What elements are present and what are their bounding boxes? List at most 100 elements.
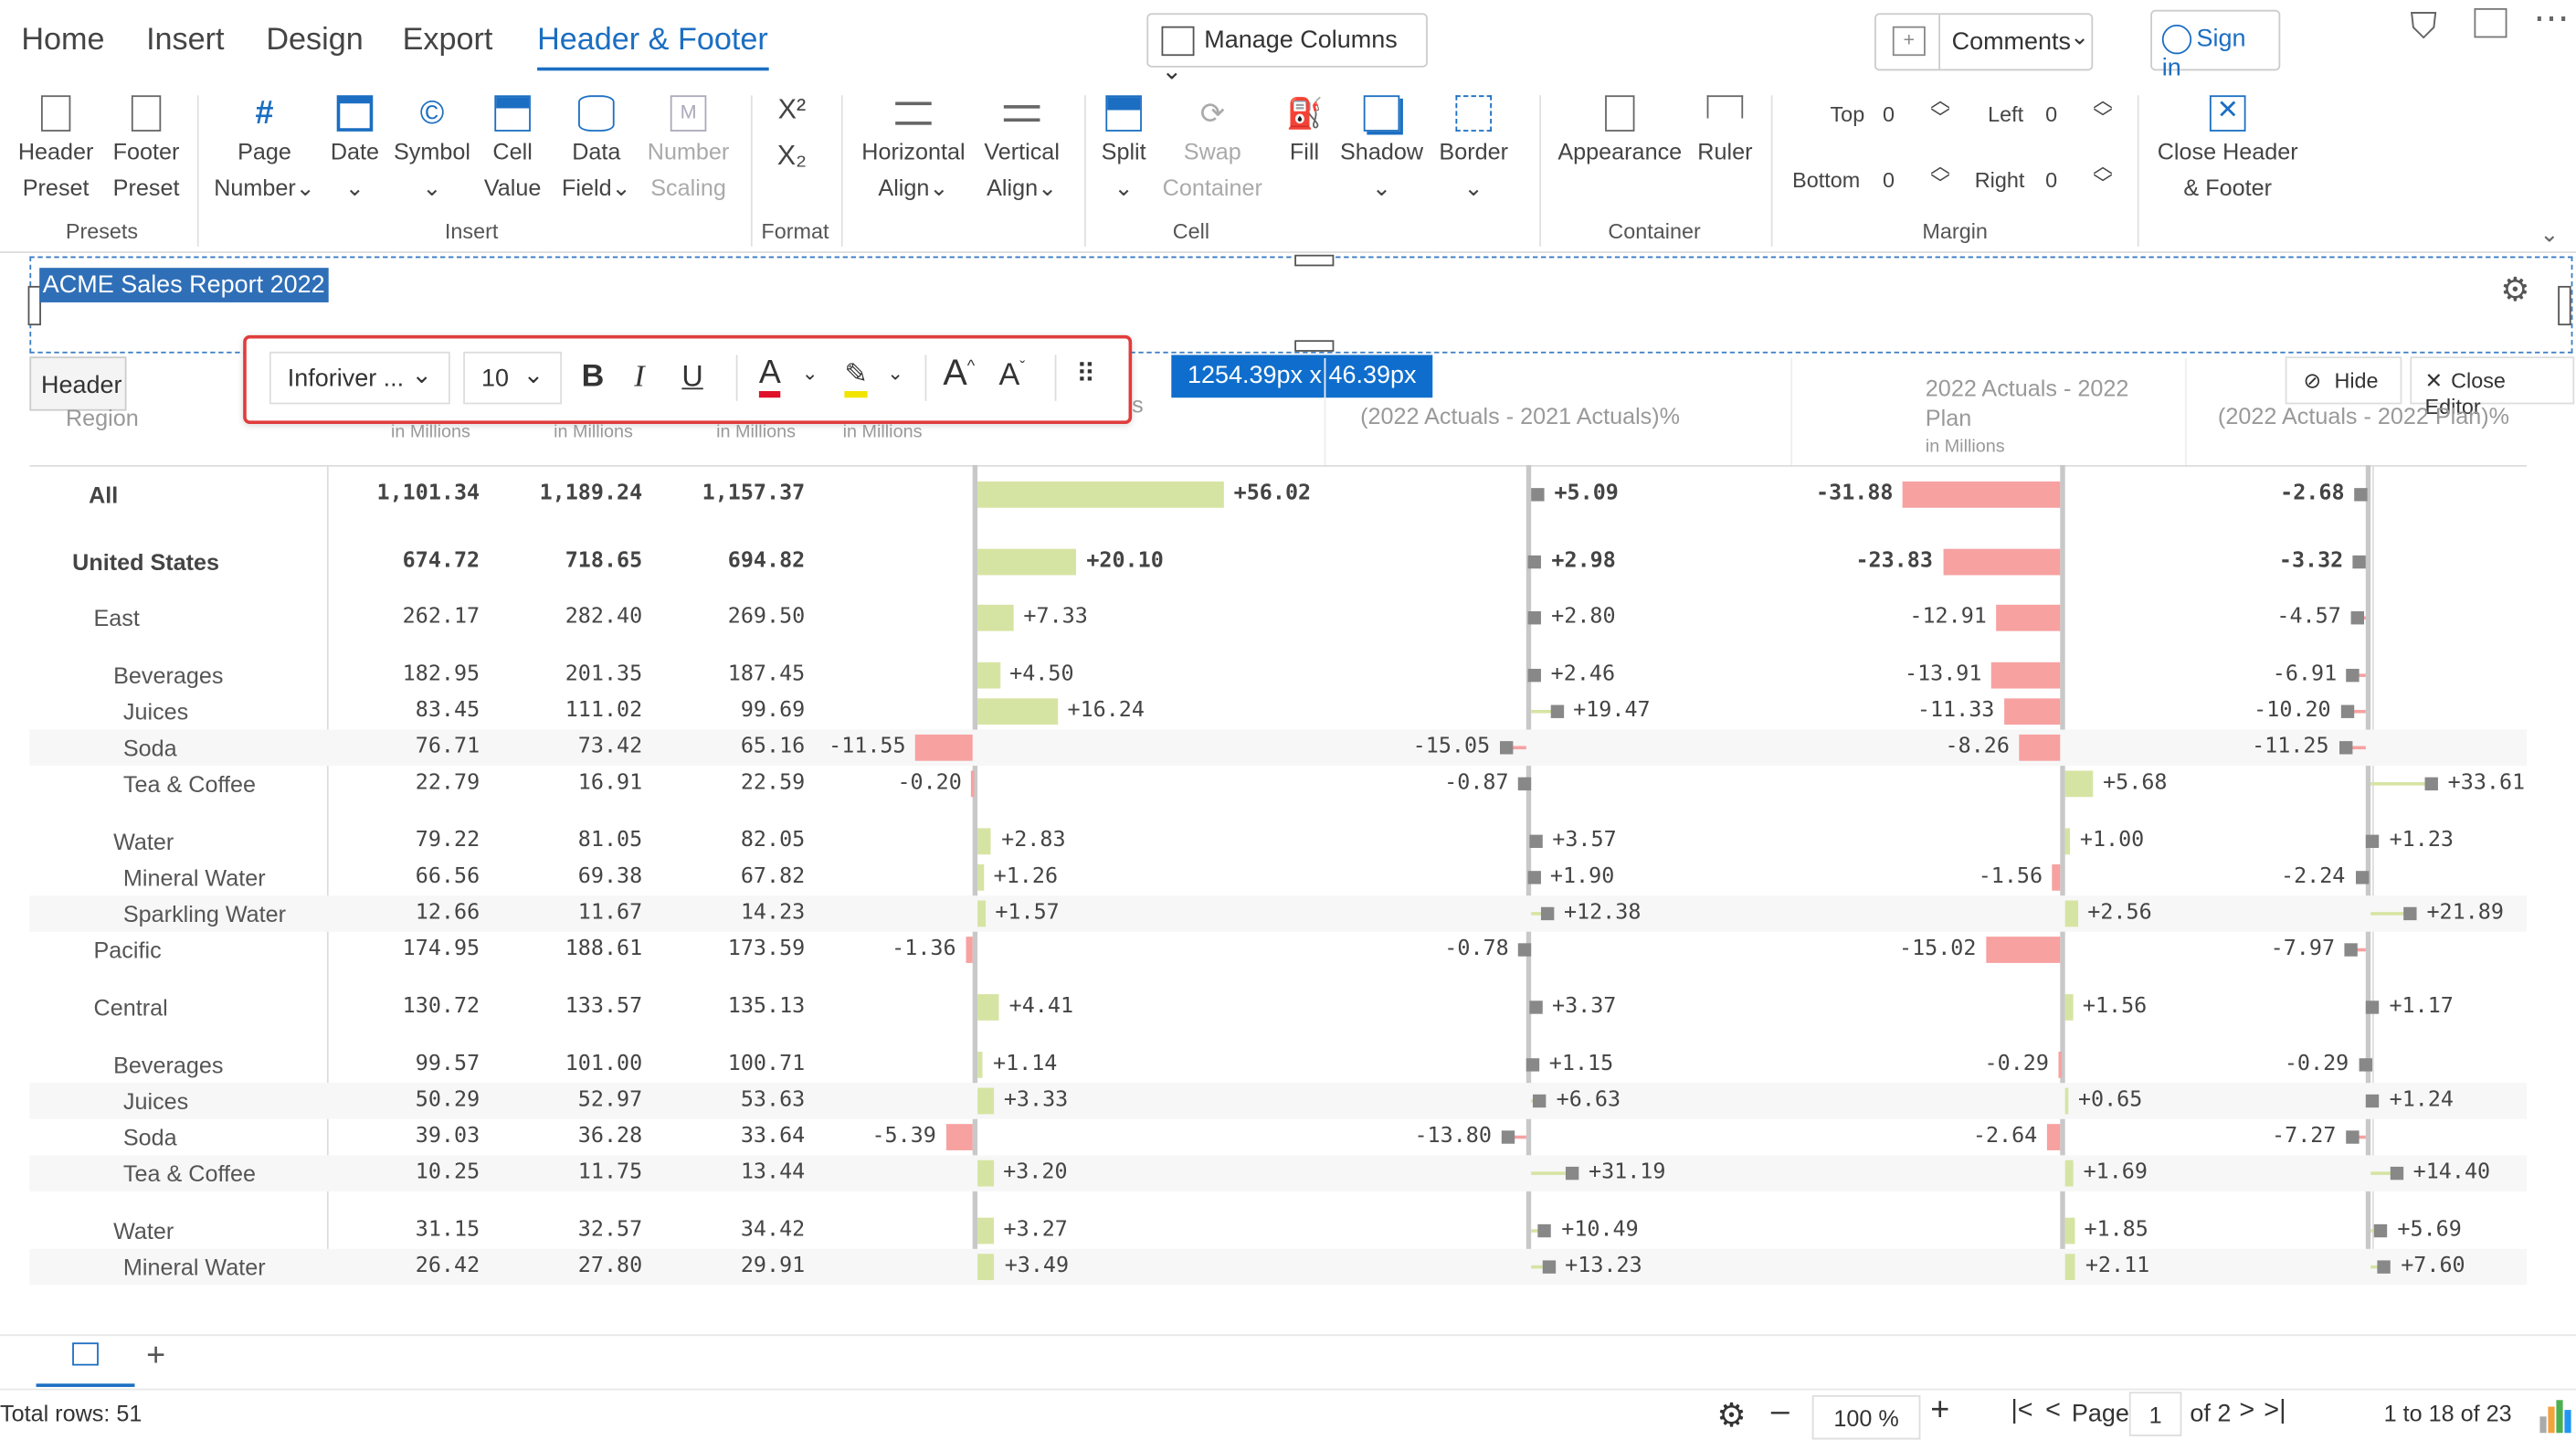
value-cell[interactable]: 1,189.24: [539, 481, 643, 506]
data-field-button[interactable]: Data Field⌄: [554, 95, 639, 205]
value-cell[interactable]: 22.79: [415, 770, 480, 796]
table-row[interactable]: All 1,101.34 1,189.24 1,157.37: [29, 477, 2527, 514]
horizontal-align-button[interactable]: Horizontal Align⌄: [854, 95, 972, 205]
value-cell[interactable]: 262.17: [402, 604, 480, 630]
swap-container-button[interactable]: ⟳ Swap Container: [1162, 97, 1262, 201]
manage-columns-button[interactable]: Manage Columns ⌄: [1146, 13, 1428, 86]
shadow-button[interactable]: Shadow ⌄: [1337, 95, 1426, 205]
value-cell[interactable]: 135.13: [727, 994, 806, 1020]
hide-button[interactable]: ⊘ Hide: [2285, 356, 2402, 405]
value-cell[interactable]: 83.45: [415, 698, 480, 724]
table-row[interactable]: Water 79.22 81.05 82.05: [29, 823, 2527, 860]
value-cell[interactable]: 694.82: [727, 548, 806, 574]
value-cell[interactable]: 26.42: [415, 1254, 480, 1279]
fill-button[interactable]: ⛽ Fill: [1286, 97, 1324, 164]
gear-icon[interactable]: ⚙: [2500, 272, 2530, 310]
menu-header-footer[interactable]: Header & Footer: [537, 23, 768, 58]
table-row[interactable]: Pacific 174.95 188.61 173.59: [29, 932, 2527, 969]
row-label[interactable]: Soda: [122, 1124, 177, 1150]
table-row[interactable]: Water 31.15 32.57 34.42: [29, 1212, 2527, 1249]
value-cell[interactable]: 16.91: [577, 770, 643, 796]
row-label[interactable]: Tea & Coffee: [122, 770, 256, 798]
table-row[interactable]: Soda 76.71 73.42 65.16: [29, 729, 2528, 767]
row-label[interactable]: Mineral Water: [122, 863, 266, 891]
split-button[interactable]: Split ⌄: [1094, 95, 1154, 205]
value-cell[interactable]: 11.67: [577, 900, 643, 926]
chevron-down-icon[interactable]: ⌄: [801, 361, 818, 385]
footer-preset-button[interactable]: Footer Preset: [103, 95, 189, 205]
zoom-input[interactable]: 100 %: [1811, 1394, 1921, 1440]
font-size-select[interactable]: 10 ⌄: [463, 351, 563, 405]
value-cell[interactable]: 101.00: [565, 1052, 643, 1076]
value-cell[interactable]: 67.82: [740, 863, 806, 889]
table-row[interactable]: Tea & Coffee 10.25 11.75 13.44: [29, 1155, 2528, 1191]
row-label[interactable]: Beverages: [113, 662, 224, 689]
highlight-color-button[interactable]: ✎: [844, 358, 869, 398]
resize-handle[interactable]: [1294, 340, 1335, 352]
value-cell[interactable]: 12.66: [415, 900, 480, 926]
appearance-button[interactable]: Appearance: [1551, 95, 1689, 169]
subscript-button[interactable]: X₂: [776, 139, 807, 172]
value-cell[interactable]: 31.15: [415, 1217, 480, 1243]
row-label[interactable]: Pacific: [93, 937, 162, 963]
table-row[interactable]: Sparkling Water 12.66 11.67 14.23: [29, 895, 2528, 932]
value-cell[interactable]: 1,157.37: [702, 481, 806, 506]
table-row[interactable]: Soda 39.03 36.28 33.64: [29, 1119, 2527, 1156]
sign-in-button[interactable]: Sign in: [2150, 9, 2281, 82]
value-cell[interactable]: 81.05: [577, 828, 643, 853]
value-cell[interactable]: 11.75: [577, 1159, 643, 1185]
add-sheet-button[interactable]: +: [146, 1337, 166, 1374]
menu-export[interactable]: Export: [402, 23, 493, 58]
row-label[interactable]: Tea & Coffee: [122, 1159, 256, 1187]
row-label[interactable]: East: [93, 604, 140, 631]
value-cell[interactable]: 188.61: [565, 937, 643, 962]
table-row[interactable]: Juices 50.29 52.97 53.63: [29, 1083, 2528, 1119]
margin-top-stepper[interactable]: ︿ ﹀: [1930, 89, 1950, 131]
underline-button[interactable]: U: [681, 359, 703, 393]
table-row[interactable]: Tea & Coffee 22.79 16.91 22.59: [29, 766, 2527, 802]
value-cell[interactable]: 52.97: [577, 1087, 643, 1113]
margin-left-stepper[interactable]: ︿ ﹀: [2093, 89, 2113, 131]
value-cell[interactable]: 36.28: [577, 1124, 643, 1149]
close-header-footer-button[interactable]: ✕ Close Header & Footer: [2157, 95, 2298, 201]
border-button[interactable]: Border ⌄: [1432, 95, 1515, 205]
row-label[interactable]: Juices: [122, 1087, 189, 1115]
row-label[interactable]: Mineral Water: [122, 1254, 266, 1281]
expand-icon[interactable]: [2474, 7, 2507, 38]
value-cell[interactable]: 100.71: [727, 1052, 806, 1076]
row-label[interactable]: Beverages: [113, 1052, 224, 1078]
table-row[interactable]: Mineral Water 66.56 69.38 67.82: [29, 860, 2527, 896]
sheet-tab[interactable]: [36, 1334, 135, 1387]
value-cell[interactable]: 73.42: [577, 734, 643, 759]
next-page-button[interactable]: >: [2239, 1396, 2255, 1425]
row-label[interactable]: Water: [113, 828, 174, 855]
page-number-button[interactable]: # Page Number⌄: [214, 95, 315, 201]
header-preset-button[interactable]: Header Preset: [13, 95, 99, 205]
margin-bottom-stepper[interactable]: ︿ ﹀: [1930, 154, 1950, 196]
drag-handle-icon[interactable]: ⠿: [1075, 361, 1095, 390]
value-cell[interactable]: 111.02: [565, 698, 643, 724]
zoom-in-button[interactable]: +: [1930, 1392, 1950, 1428]
value-cell[interactable]: 13.44: [740, 1159, 806, 1185]
value-cell[interactable]: 99.69: [740, 698, 806, 724]
value-cell[interactable]: 99.57: [415, 1052, 480, 1076]
table-row[interactable]: East 262.17 282.40 269.50: [29, 599, 2527, 636]
value-cell[interactable]: 133.57: [565, 994, 643, 1020]
margin-right-stepper[interactable]: ︿ ﹀: [2093, 154, 2113, 196]
value-cell[interactable]: 674.72: [402, 548, 480, 574]
header-text[interactable]: ACME Sales Report 2022: [39, 268, 329, 302]
chevron-down-icon[interactable]: ⌄: [887, 361, 904, 385]
more-icon[interactable]: ⋯: [2533, 0, 2570, 38]
vertical-align-button[interactable]: Vertical Align⌄: [976, 95, 1068, 205]
symbol-button[interactable]: © Symbol ⌄: [394, 95, 470, 201]
margin-bottom-input[interactable]: 0: [1883, 167, 1895, 193]
value-cell[interactable]: 269.50: [727, 604, 806, 630]
value-cell[interactable]: 29.91: [740, 1254, 806, 1279]
value-cell[interactable]: 22.59: [740, 770, 806, 796]
increase-font-icon[interactable]: A^: [943, 351, 976, 393]
value-cell[interactable]: 34.42: [740, 1217, 806, 1243]
comments-button-group[interactable]: + Comments ⌄: [1874, 13, 2094, 71]
italic-button[interactable]: I: [634, 359, 645, 395]
row-label[interactable]: Juices: [122, 698, 189, 725]
menu-insert[interactable]: Insert: [146, 23, 225, 58]
